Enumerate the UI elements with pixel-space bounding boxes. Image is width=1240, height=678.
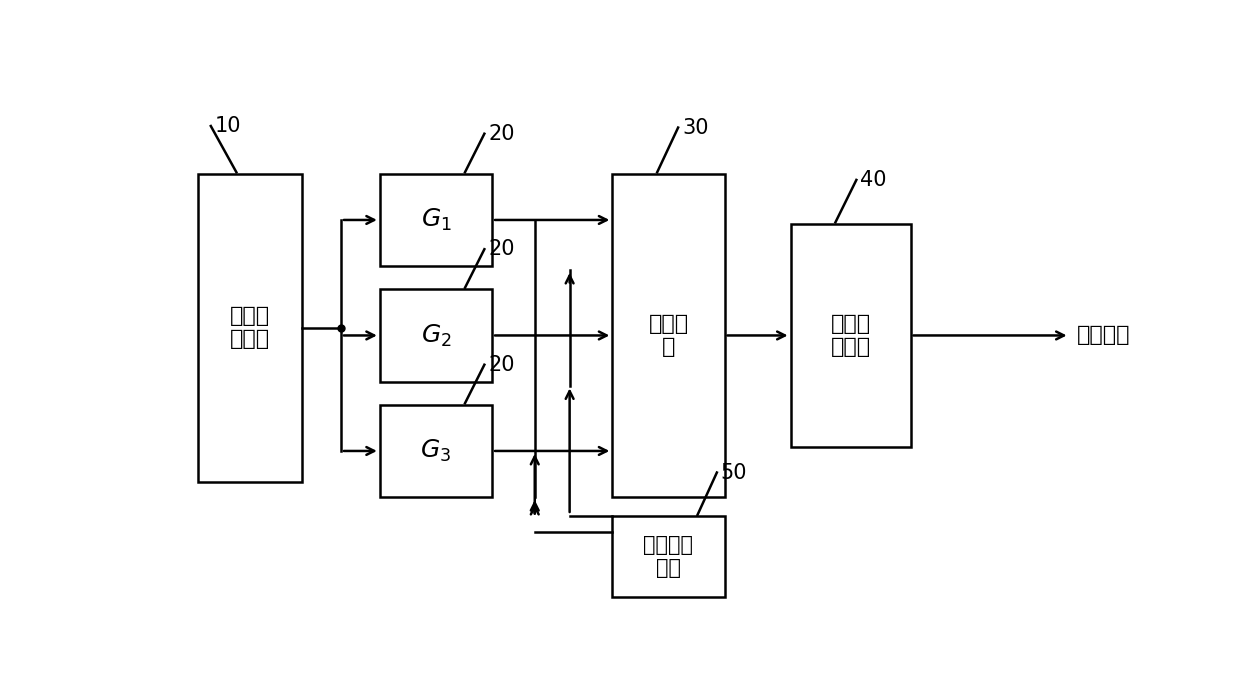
Text: 工况识别
模块: 工况识别 模块 [644,535,693,578]
Text: 10: 10 [215,116,241,136]
Text: $G_1$: $G_1$ [420,207,451,233]
Text: 控制电机: 控制电机 [1078,325,1131,346]
Text: 30: 30 [682,117,708,138]
Text: $G_2$: $G_2$ [420,322,451,348]
Bar [379,174,492,266]
Text: 20: 20 [489,355,515,375]
Bar [379,405,492,497]
Text: 脉宽调
制模块: 脉宽调 制模块 [831,314,870,357]
Text: 参数输
入模块: 参数输 入模块 [229,306,270,349]
Bar [613,174,724,497]
Text: 20: 20 [489,123,515,144]
Bar [791,224,910,447]
Text: $G_3$: $G_3$ [420,438,451,464]
Text: 50: 50 [720,462,748,483]
Text: 40: 40 [861,170,887,190]
Bar [613,517,724,597]
Text: 20: 20 [489,239,515,259]
Bar [197,174,303,482]
Bar [379,290,492,382]
Text: 叠加模
块: 叠加模 块 [649,314,688,357]
